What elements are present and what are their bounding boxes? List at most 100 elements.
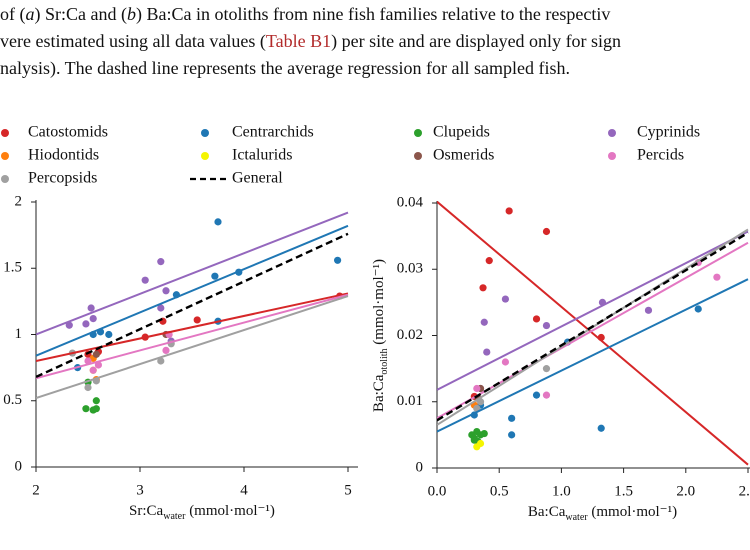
legend-marker bbox=[608, 129, 616, 137]
data-point bbox=[94, 361, 102, 369]
ylabel-main: Ba:Ca bbox=[371, 374, 387, 412]
y-tick-label: 0.03 bbox=[397, 261, 423, 277]
caption-text: vere estimated using all data values ( bbox=[0, 31, 266, 52]
y-tick-label: 0.5 bbox=[3, 392, 22, 408]
data-point bbox=[214, 218, 222, 226]
regression-line bbox=[437, 200, 749, 466]
data-point bbox=[508, 414, 516, 422]
data-point bbox=[84, 383, 92, 392]
data-point bbox=[597, 424, 605, 432]
data-point bbox=[542, 365, 551, 373]
regression-line bbox=[437, 230, 749, 391]
xlabel-sub: water bbox=[565, 512, 588, 523]
legend-label: Cyprinids bbox=[637, 124, 700, 141]
y-tick-label: 0.02 bbox=[397, 327, 423, 343]
data-point bbox=[157, 258, 165, 266]
data-point bbox=[483, 348, 491, 356]
data-point bbox=[162, 287, 170, 295]
x-tick-label: 1.5 bbox=[614, 483, 633, 499]
legend-label: Centrarchids bbox=[232, 124, 314, 141]
data-point bbox=[542, 227, 551, 236]
legend-label: Ictalurids bbox=[232, 147, 292, 164]
x-tick-label: 1.0 bbox=[552, 483, 571, 499]
data-point bbox=[485, 257, 493, 265]
data-point bbox=[479, 284, 487, 292]
regression-line bbox=[36, 232, 349, 378]
data-point bbox=[480, 429, 488, 438]
legend-marker bbox=[608, 152, 616, 160]
legend-marker bbox=[201, 152, 209, 160]
xlabel: Ba:Cawater (mmol·mol⁻¹) bbox=[528, 504, 677, 523]
regression-line bbox=[36, 295, 349, 400]
y-tick-label: 0 bbox=[15, 458, 23, 474]
regression-line bbox=[437, 278, 749, 433]
data-point bbox=[92, 397, 100, 405]
data-point bbox=[542, 321, 551, 330]
y-tick-label: 0.04 bbox=[397, 194, 424, 210]
caption-line: nalysis). The dashed line represents the… bbox=[0, 58, 570, 79]
caption-text: of ( bbox=[0, 4, 26, 25]
data-point bbox=[473, 384, 481, 393]
regression-line bbox=[437, 241, 749, 420]
data-point bbox=[105, 330, 113, 339]
legend-label: Percopsids bbox=[28, 170, 97, 187]
caption-link[interactable]: Table B1 bbox=[266, 31, 331, 51]
xlabel-main: Sr:Ca bbox=[129, 503, 164, 519]
legend-label: General bbox=[232, 170, 283, 187]
caption-line: vere estimated using all data values (Ta… bbox=[0, 31, 621, 52]
data-point bbox=[713, 273, 721, 281]
data-point bbox=[211, 272, 219, 280]
data-point bbox=[476, 398, 485, 406]
legend-marker bbox=[414, 152, 422, 160]
legend-marker bbox=[1, 175, 9, 183]
caption-line: of (a) Sr:Ca and (b) Ba:Ca in otoliths f… bbox=[0, 4, 610, 25]
y-tick-label: 0 bbox=[416, 459, 424, 475]
legend-label: Hiodontids bbox=[28, 147, 99, 164]
data-point bbox=[505, 207, 513, 215]
legend-label: Percids bbox=[637, 147, 684, 164]
regression-line bbox=[36, 293, 349, 380]
legend-marker bbox=[414, 129, 422, 137]
caption-text: ) Ba:Ca in otoliths from nine fish famil… bbox=[136, 4, 610, 25]
caption-text: ) per site and are displayed only for si… bbox=[331, 31, 621, 52]
y-tick-label: 1 bbox=[15, 326, 23, 342]
caption-text: ) Sr:Ca and ( bbox=[35, 4, 127, 25]
x-tick-label: 4 bbox=[240, 482, 248, 498]
data-point bbox=[532, 315, 541, 323]
x-tick-label: 5 bbox=[344, 482, 352, 498]
legend-marker bbox=[1, 129, 9, 137]
x-tick-label: 2 bbox=[32, 482, 40, 498]
xlabel-unit: (mmol·mol⁻¹) bbox=[185, 503, 275, 519]
ylabel-unit: (mmol·mol⁻¹) bbox=[371, 259, 387, 349]
ylabel: Ba:Caotolith (mmol·mol⁻¹) bbox=[371, 259, 390, 412]
x-tick-label: 2.0 bbox=[676, 483, 695, 499]
data-point bbox=[162, 346, 170, 354]
data-point bbox=[82, 405, 90, 413]
data-point bbox=[480, 318, 488, 326]
data-point bbox=[89, 315, 97, 323]
x-tick-label: 0.0 bbox=[428, 483, 447, 499]
data-point bbox=[193, 316, 201, 324]
data-point bbox=[92, 405, 100, 413]
data-point bbox=[532, 391, 541, 399]
x-tick-label: 3 bbox=[136, 482, 144, 498]
data-point bbox=[508, 431, 516, 439]
regression-line bbox=[36, 211, 349, 336]
x-tick-label: 0.5 bbox=[490, 483, 509, 499]
caption-text: b bbox=[127, 4, 136, 24]
data-point bbox=[476, 439, 485, 448]
regression-line bbox=[36, 292, 349, 362]
legend-label: Catostomids bbox=[28, 124, 108, 141]
caption-text: nalysis). The dashed line represents the… bbox=[0, 58, 570, 79]
y-tick-label: 0.01 bbox=[397, 393, 423, 409]
data-point bbox=[141, 276, 149, 284]
x-tick-label: 2.5 bbox=[739, 483, 750, 499]
xlabel: Sr:Cawater (mmol·mol⁻¹) bbox=[129, 503, 275, 522]
ylabel-sub: otolith bbox=[379, 348, 390, 374]
y-tick-label: 1.5 bbox=[3, 260, 22, 276]
legend-label: Osmerids bbox=[433, 147, 494, 164]
xlabel-main: Ba:Ca bbox=[528, 504, 566, 520]
legend-label: Clupeids bbox=[433, 124, 490, 141]
legend-marker bbox=[201, 129, 209, 137]
